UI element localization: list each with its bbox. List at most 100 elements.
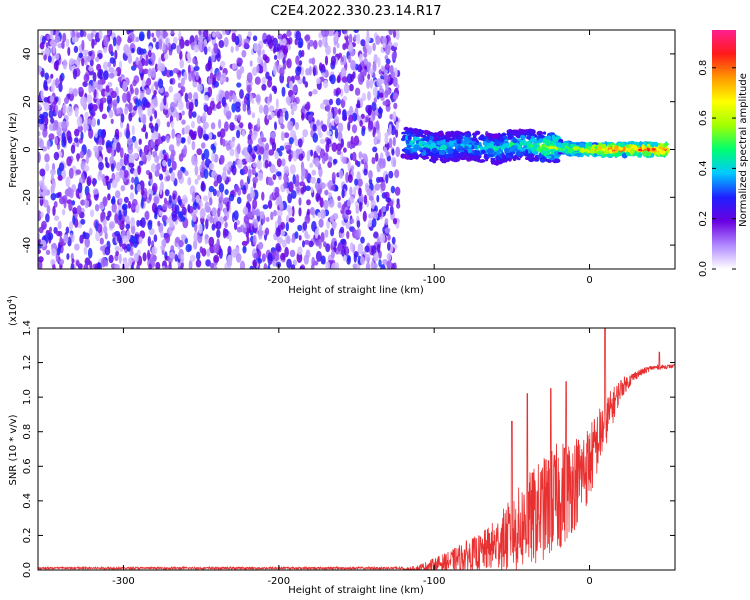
spectrogram-cell [123, 235, 129, 244]
spectrogram-cell [261, 76, 267, 85]
spectrogram-cell [228, 233, 232, 242]
spectrogram-cell [103, 35, 108, 47]
spectrogram-cell [557, 152, 563, 155]
spectrogram-cell [89, 59, 94, 67]
spectrogram-cell [171, 213, 178, 222]
spectrogram-cell [584, 153, 590, 156]
spectrogram-cell [191, 140, 196, 151]
spectrogram-cell [195, 71, 199, 81]
spectrogram-cell [181, 110, 185, 116]
spectrogram-cell [207, 76, 213, 85]
spectrogram-cell [160, 230, 165, 239]
spectrogram-cell [251, 66, 258, 77]
spectrogram-cell [388, 30, 394, 36]
spectrogram-cell [245, 151, 250, 163]
spectrogram-cell [283, 172, 288, 183]
snr-multiplier: (x104) [6, 295, 19, 326]
spectrogram-cell [319, 138, 326, 144]
spectrogram-cell [142, 48, 147, 54]
spectrogram-cell [65, 38, 70, 48]
spectrogram-cell [334, 128, 339, 139]
spectrogram-cell [525, 157, 529, 161]
spectrogram-cell [209, 162, 215, 170]
spectrogram-cell [252, 35, 258, 42]
spectrogram-cell [405, 135, 409, 141]
spectrogram-cell [75, 260, 80, 267]
spectrogram-cell [224, 121, 229, 132]
spectrogram-cell [372, 129, 376, 138]
spectrogram-cell [371, 101, 377, 112]
spectrogram-cell [314, 181, 321, 191]
y-tick-label: 1.4 [22, 320, 33, 336]
spectrogram-cell [154, 122, 159, 133]
spectrogram-cell [211, 151, 216, 162]
spectrogram-cell [155, 30, 161, 38]
spectrogram-cell [327, 111, 333, 120]
spectrogram-cell [55, 104, 59, 115]
spectrogram-cell [188, 129, 194, 138]
spectrogram-cell [587, 146, 591, 151]
spectrogram-cell [197, 83, 203, 92]
spectrogram-cell [144, 60, 149, 66]
spectrogram-cell [325, 261, 331, 269]
spectrogram-cell [90, 85, 96, 93]
spectrogram-cell [268, 180, 274, 186]
spectrogram-cell [333, 158, 338, 164]
spectrogram-cell [211, 134, 217, 140]
spectrogram-cell [367, 73, 371, 80]
spectrogram-cell [142, 252, 147, 262]
spectrogram-cell [392, 218, 398, 225]
spectrogram-cell [387, 127, 392, 136]
spectrogram-cell [118, 209, 122, 221]
spectrogram-cell [91, 38, 95, 49]
spectrogram-cell [264, 227, 270, 236]
spectrogram-cell [38, 226, 44, 234]
spectrogram-cell [278, 237, 282, 245]
spectrogram-cell [44, 153, 50, 163]
spectrogram-cell [158, 38, 163, 50]
spectrogram-cell [342, 115, 348, 121]
spectrogram-cell [304, 239, 310, 245]
spectrogram-cell [95, 56, 100, 63]
spectrogram-cell [203, 104, 209, 112]
spectrogram-cell [131, 176, 135, 184]
spectrogram-cell [436, 154, 443, 159]
spectrogram-cell [319, 197, 324, 208]
spectrogram-cell [336, 42, 340, 49]
spectrogram-cell [111, 172, 116, 181]
spectrogram-cell [374, 183, 381, 191]
spectrogram-cell [150, 163, 157, 173]
spectrogram-cell [188, 101, 194, 112]
spectrogram-cell [168, 251, 175, 259]
spectrogram-cell [298, 60, 303, 66]
spectrogram-cell [183, 144, 188, 156]
spectrogram-cell [110, 118, 114, 125]
spectrogram-cell [488, 137, 493, 141]
spectrogram-cell [278, 150, 283, 157]
spectrogram-cell [542, 131, 547, 135]
spectrogram-cell [387, 241, 391, 251]
spectrogram-cell [83, 49, 89, 56]
spectrogram-cell [273, 54, 278, 61]
spectrogram-cell [321, 155, 326, 165]
spectrogram-cell [48, 109, 54, 119]
spectrogram-cell [168, 50, 173, 56]
spectrogram-cell [422, 147, 428, 151]
spectrogram-cell [97, 118, 100, 126]
spectrogram-cell [203, 95, 209, 101]
spectrogram-cell [340, 98, 346, 109]
spectrogram-cell [650, 141, 655, 148]
spectrogram-cell [353, 253, 357, 263]
spectrogram-cell [261, 49, 265, 56]
spectrogram-cell [296, 252, 303, 264]
spectrogram-cell [161, 214, 168, 221]
spectrogram-cell [519, 134, 526, 140]
spectrogram-cell [553, 136, 559, 143]
spectrogram-cell [236, 129, 241, 139]
spectrogram-cell [302, 76, 306, 85]
spectrogram-cell [253, 42, 259, 52]
spectrogram-cell [242, 246, 247, 254]
spectrogram-cell [187, 64, 191, 75]
spectrogram-cell [187, 176, 192, 186]
spectrogram-cell [261, 137, 267, 143]
